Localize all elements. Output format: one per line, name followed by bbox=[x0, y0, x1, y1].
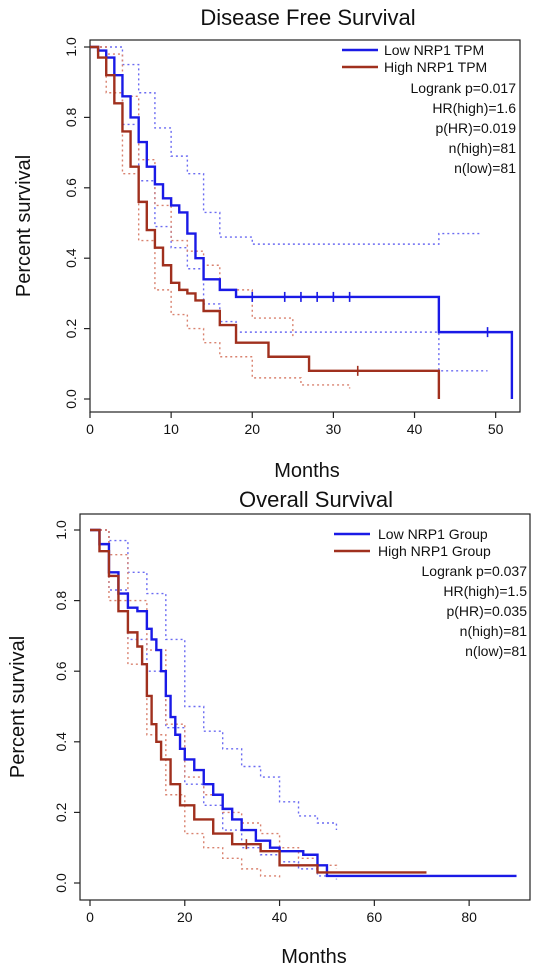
x-axis: 0 10 20 30 40 50 bbox=[86, 412, 504, 437]
x-axis: 0 20 40 60 80 bbox=[86, 900, 477, 925]
survival-curve-1 bbox=[90, 45, 441, 399]
x-tick-label: 10 bbox=[163, 421, 179, 437]
y-tick-label: 0.8 bbox=[63, 107, 79, 127]
stat-logrank: Logrank p=0.037 bbox=[422, 563, 528, 579]
x-tick-label: 40 bbox=[272, 909, 288, 925]
x-axis-label: Months bbox=[274, 460, 340, 482]
x-tick-label: 40 bbox=[407, 421, 423, 437]
chart-title: Disease Free Survival bbox=[200, 5, 415, 30]
x-tick-label: 30 bbox=[326, 421, 342, 437]
legend: Low NRP1 Group High NRP1 Group bbox=[334, 526, 491, 559]
ci-band-0-upper bbox=[90, 529, 338, 831]
ci-band-1-upper bbox=[90, 46, 294, 340]
legend-entry-low: Low NRP1 Group bbox=[378, 526, 488, 542]
y-tick-label: 0.4 bbox=[53, 732, 69, 752]
ci-bands bbox=[90, 46, 488, 389]
y-tick-label: 0.8 bbox=[53, 591, 69, 611]
disease-free-survival-chart: Disease Free Survival 0 10 20 30 40 50 0.0 0.2… bbox=[13, 5, 521, 482]
survival-curves bbox=[90, 528, 517, 878]
chart-title: Overall Survival bbox=[239, 487, 393, 512]
plot-frame bbox=[79, 513, 531, 901]
stats-block: Logrank p=0.017 HR(high)=1.6 p(HR)=0.019… bbox=[411, 80, 517, 176]
stat-hr: HR(high)=1.6 bbox=[432, 100, 516, 116]
y-tick-label: 0.0 bbox=[53, 873, 69, 893]
stat-p-hr: p(HR)=0.035 bbox=[446, 603, 527, 619]
x-tick-label: 50 bbox=[488, 421, 504, 437]
ci-band-1-upper bbox=[90, 529, 338, 869]
y-tick-label: 1.0 bbox=[63, 37, 79, 57]
x-tick-label: 20 bbox=[244, 421, 260, 437]
survival-curves bbox=[90, 45, 514, 399]
x-tick-label: 20 bbox=[177, 909, 193, 925]
y-axis: 0.0 0.2 0.4 0.6 0.8 1.0 bbox=[53, 520, 80, 893]
stat-hr: HR(high)=1.5 bbox=[443, 583, 527, 599]
y-tick-label: 0.2 bbox=[53, 802, 69, 822]
y-axis: 0.0 0.2 0.4 0.6 0.8 1.0 bbox=[63, 37, 90, 409]
plot-frame bbox=[89, 39, 521, 413]
stat-n-low: n(low)=81 bbox=[465, 643, 527, 659]
x-axis-label: Months bbox=[281, 946, 347, 968]
legend-entry-high: High NRP1 TPM bbox=[384, 59, 487, 75]
stat-logrank: Logrank p=0.017 bbox=[411, 80, 517, 96]
stat-n-low: n(low)=81 bbox=[454, 160, 516, 176]
survival-curve-1 bbox=[90, 528, 427, 874]
x-tick-label: 60 bbox=[367, 909, 383, 925]
ci-band-0-upper bbox=[90, 46, 480, 245]
y-tick-label: 0.2 bbox=[63, 319, 79, 339]
x-tick-label: 80 bbox=[461, 909, 477, 925]
survival-curve-0 bbox=[90, 528, 517, 878]
y-tick-label: 0.4 bbox=[63, 248, 79, 268]
legend-entry-high: High NRP1 Group bbox=[378, 543, 491, 559]
stat-p-hr: p(HR)=0.019 bbox=[435, 120, 516, 136]
y-tick-label: 0.6 bbox=[53, 661, 69, 681]
overall-survival-chart: Overall Survival 0 20 40 60 80 0.00.20.40.60… bbox=[7, 487, 531, 968]
y-tick-label: 0.6 bbox=[63, 178, 79, 198]
stat-n-high: n(high)=81 bbox=[460, 623, 528, 639]
y-tick-label: 0.0 bbox=[63, 389, 79, 409]
stat-n-high: n(high)=81 bbox=[449, 140, 517, 156]
legend-entry-low: Low NRP1 TPM bbox=[384, 42, 484, 58]
y-axis-label: Percent survival bbox=[13, 155, 35, 297]
x-tick-label: 0 bbox=[86, 421, 94, 437]
x-tick-label: 0 bbox=[86, 909, 94, 925]
y-tick-label: 1.0 bbox=[53, 520, 69, 540]
legend: Low NRP1 TPM High NRP1 TPM bbox=[342, 42, 487, 75]
y-axis-label: Percent survival bbox=[7, 636, 29, 778]
stats-block: Logrank p=0.037 HR(high)=1.5 p(HR)=0.035… bbox=[422, 563, 528, 659]
